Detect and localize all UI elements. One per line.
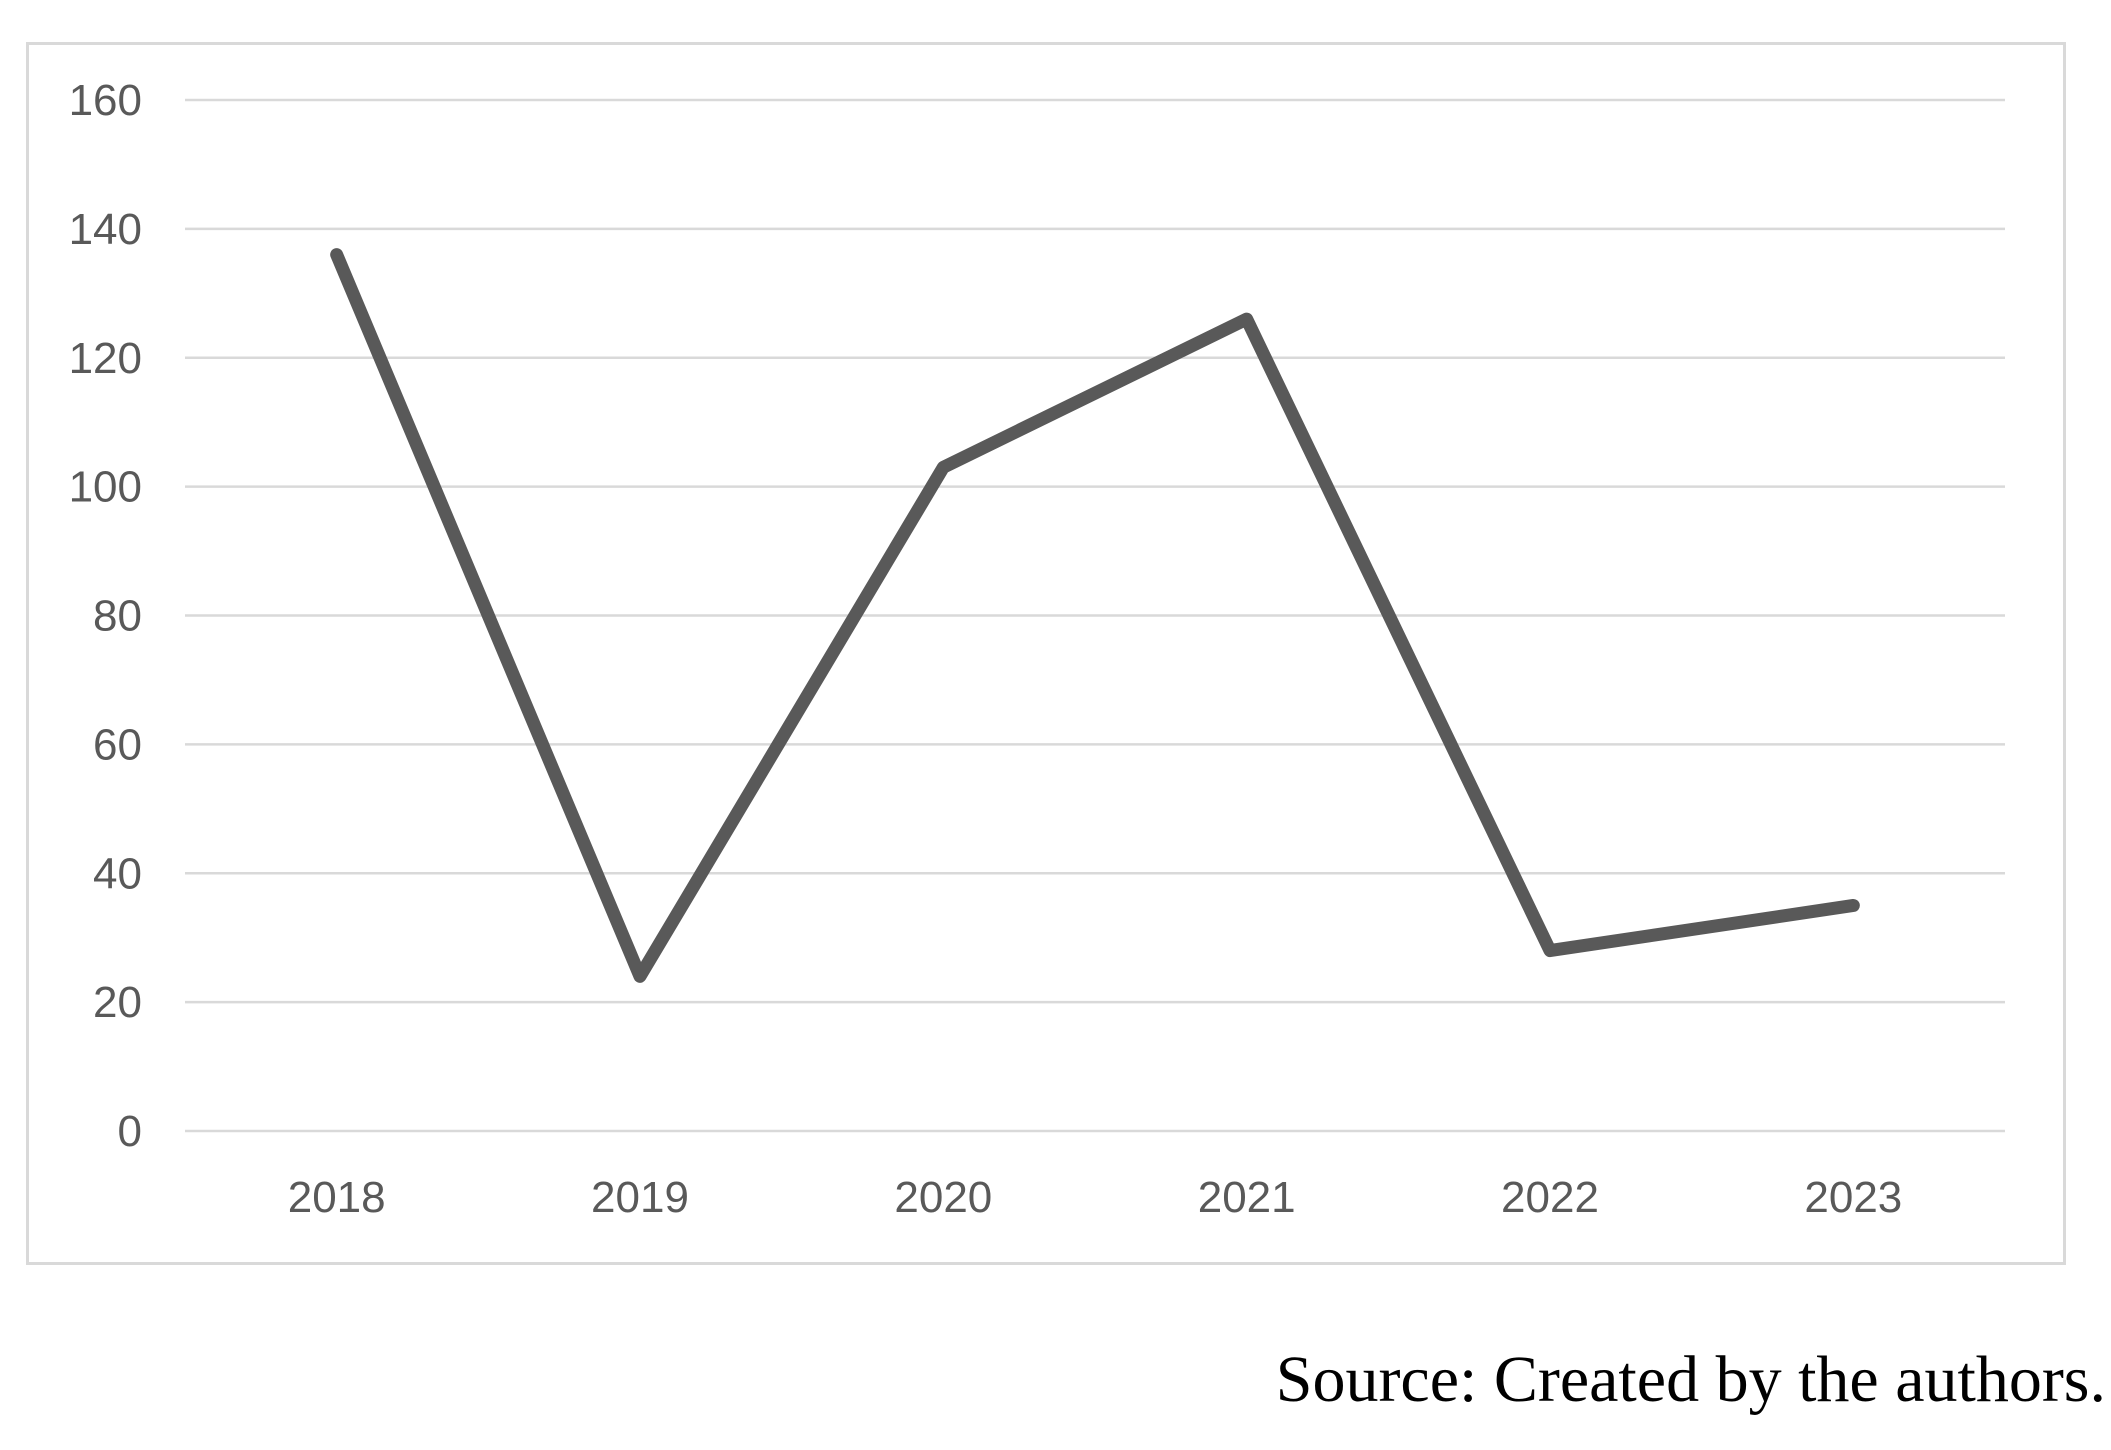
x-tick-label: 2019: [591, 1173, 689, 1222]
y-tick-label: 100: [69, 463, 142, 512]
x-tick-label: 2023: [1804, 1173, 1902, 1222]
x-tick-label: 2020: [894, 1173, 992, 1222]
y-tick-label: 20: [93, 978, 142, 1027]
source-caption: Source: Created by the authors.: [1275, 1343, 2106, 1416]
y-tick-label: 40: [93, 849, 142, 898]
y-tick-label: 160: [69, 76, 142, 125]
y-tick-label: 120: [69, 334, 142, 383]
data-series-line: [330, 248, 1860, 983]
y-tick-label: 60: [93, 720, 142, 769]
x-tick-label: 2022: [1501, 1173, 1599, 1222]
y-tick-label: 80: [93, 592, 142, 641]
x-tick-label: 2018: [288, 1173, 386, 1222]
chart-frame: [26, 42, 2066, 1265]
y-tick-label: 0: [118, 1107, 142, 1156]
y-tick-label: 140: [69, 205, 142, 254]
x-tick-label: 2021: [1198, 1173, 1296, 1222]
